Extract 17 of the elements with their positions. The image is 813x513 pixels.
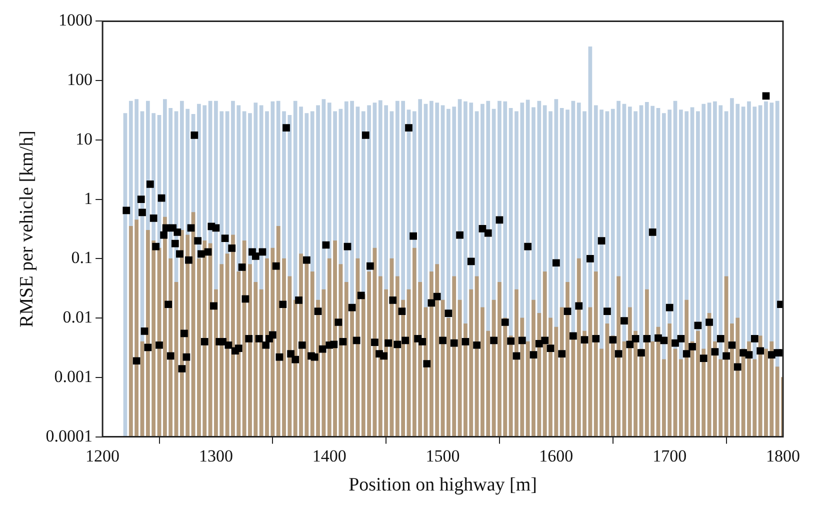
x-tick-label: 1300 bbox=[198, 446, 233, 466]
y-axis-title: RMSE per vehicle [km/h] bbox=[16, 130, 38, 328]
x-tick-label: 1600 bbox=[539, 446, 574, 466]
x-axis-title: Position on highway [m] bbox=[348, 474, 537, 496]
y-tick-label: 0.0001 bbox=[46, 426, 93, 446]
y-tick-label: 1000 bbox=[58, 10, 93, 30]
x-tick-label: 1500 bbox=[426, 446, 460, 466]
x-tick-label: 1400 bbox=[312, 446, 346, 466]
y-tick-label: 10 bbox=[76, 129, 93, 148]
y-tick-label: 1 bbox=[84, 188, 93, 208]
y-tick-label: 0.001 bbox=[54, 366, 93, 386]
x-tick-label: 1700 bbox=[652, 446, 687, 466]
y-tick-label: 0.1 bbox=[71, 248, 93, 268]
x-tick-label: 1200 bbox=[86, 446, 120, 466]
y-tick-label: 0.01 bbox=[62, 308, 93, 327]
y-tick-label: 100 bbox=[67, 70, 93, 90]
x-tick-label: 1800 bbox=[766, 446, 800, 466]
